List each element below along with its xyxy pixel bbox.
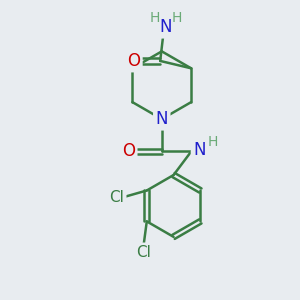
Text: N: N [160,18,172,36]
Text: H: H [172,11,182,25]
Text: H: H [207,135,218,149]
Text: Cl: Cl [136,245,151,260]
Text: Cl: Cl [109,190,124,205]
Text: O: O [122,142,135,160]
Text: O: O [127,52,140,70]
Text: H: H [150,11,160,25]
Text: N: N [193,141,206,159]
Text: N: N [155,110,168,128]
